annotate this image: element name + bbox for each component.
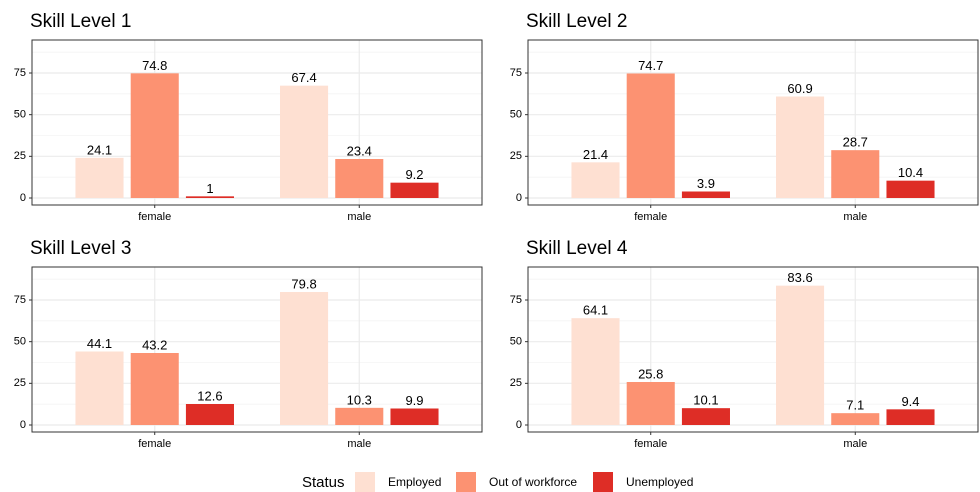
x-tick-label: male bbox=[347, 211, 371, 223]
value-label: 9.4 bbox=[901, 394, 919, 409]
value-label: 7.1 bbox=[846, 398, 864, 413]
legend-swatch bbox=[593, 472, 613, 492]
bar bbox=[681, 408, 730, 425]
value-label: 23.4 bbox=[347, 143, 372, 158]
legend-label: Unemployed bbox=[626, 475, 693, 489]
value-label: 83.6 bbox=[787, 270, 812, 285]
y-tick-label: 75 bbox=[14, 67, 26, 79]
legend-label: Out of workforce bbox=[489, 475, 577, 489]
y-tick-label: 50 bbox=[14, 109, 26, 121]
value-label: 12.6 bbox=[197, 388, 222, 403]
value-label: 3.9 bbox=[697, 176, 715, 191]
bar bbox=[571, 318, 620, 425]
y-tick-label: 0 bbox=[516, 192, 522, 204]
legend-label: Employed bbox=[388, 475, 441, 489]
value-label: 64.1 bbox=[583, 303, 608, 318]
value-label: 9.9 bbox=[405, 393, 423, 408]
y-tick-label: 75 bbox=[14, 294, 26, 306]
value-label: 10.1 bbox=[693, 393, 718, 408]
value-label: 10.4 bbox=[898, 165, 923, 180]
legend-swatch bbox=[355, 472, 375, 492]
value-label: 44.1 bbox=[87, 336, 112, 351]
panel-border bbox=[31, 266, 483, 433]
y-tick-label: 75 bbox=[510, 67, 522, 79]
x-tick-label: male bbox=[843, 211, 867, 223]
bar bbox=[831, 413, 880, 425]
bar bbox=[626, 382, 675, 425]
bar bbox=[335, 407, 384, 425]
value-label: 25.8 bbox=[638, 366, 663, 381]
x-tick-label: female bbox=[138, 211, 171, 223]
bar bbox=[571, 162, 620, 198]
y-tick-label: 0 bbox=[20, 419, 26, 431]
x-tick-label: female bbox=[634, 211, 667, 223]
bar bbox=[75, 157, 124, 198]
panel-title: Skill Level 3 bbox=[30, 238, 131, 259]
x-tick-label: female bbox=[138, 438, 171, 450]
bar bbox=[886, 409, 935, 425]
bar bbox=[681, 191, 730, 198]
y-tick-label: 25 bbox=[510, 150, 522, 162]
value-label: 74.7 bbox=[638, 58, 663, 73]
panel-border bbox=[31, 39, 483, 206]
y-tick-label: 25 bbox=[14, 377, 26, 389]
panel-title: Skill Level 4 bbox=[526, 238, 628, 259]
value-label: 79.8 bbox=[291, 276, 316, 291]
legend-title: Status bbox=[302, 474, 345, 491]
bar bbox=[75, 351, 124, 425]
value-label: 24.1 bbox=[87, 142, 112, 157]
value-label: 28.7 bbox=[843, 135, 868, 150]
y-tick-label: 25 bbox=[14, 150, 26, 162]
bar bbox=[130, 353, 179, 425]
y-tick-label: 0 bbox=[20, 192, 26, 204]
value-label: 43.2 bbox=[142, 337, 167, 352]
bar bbox=[390, 182, 439, 198]
x-tick-label: male bbox=[843, 438, 867, 450]
bar bbox=[886, 180, 935, 198]
value-label: 9.2 bbox=[405, 167, 423, 182]
bar bbox=[280, 85, 329, 198]
bar bbox=[831, 150, 880, 198]
legend-swatch bbox=[456, 472, 476, 492]
value-label: 74.8 bbox=[142, 58, 167, 73]
panel-title: Skill Level 2 bbox=[526, 11, 627, 32]
x-tick-label: female bbox=[634, 438, 667, 450]
bar bbox=[335, 159, 384, 198]
y-tick-label: 50 bbox=[14, 336, 26, 348]
panel-border bbox=[527, 39, 979, 206]
value-label: 67.4 bbox=[291, 70, 316, 85]
x-tick-label: male bbox=[347, 438, 371, 450]
value-label: 60.9 bbox=[787, 81, 812, 96]
bar bbox=[280, 292, 329, 425]
bar bbox=[185, 404, 234, 425]
y-tick-label: 0 bbox=[516, 419, 522, 431]
value-label: 1 bbox=[206, 181, 213, 196]
bar bbox=[390, 408, 439, 425]
value-label: 21.4 bbox=[583, 147, 608, 162]
bar bbox=[185, 196, 234, 198]
panel-border bbox=[527, 266, 979, 433]
bar bbox=[776, 285, 825, 425]
bar bbox=[130, 73, 179, 198]
panel-title: Skill Level 1 bbox=[30, 11, 131, 32]
bar bbox=[626, 73, 675, 198]
bar bbox=[776, 96, 825, 198]
y-tick-label: 50 bbox=[510, 109, 522, 121]
y-tick-label: 25 bbox=[510, 377, 522, 389]
value-label: 10.3 bbox=[347, 392, 372, 407]
y-tick-label: 75 bbox=[510, 294, 522, 306]
y-tick-label: 50 bbox=[510, 336, 522, 348]
